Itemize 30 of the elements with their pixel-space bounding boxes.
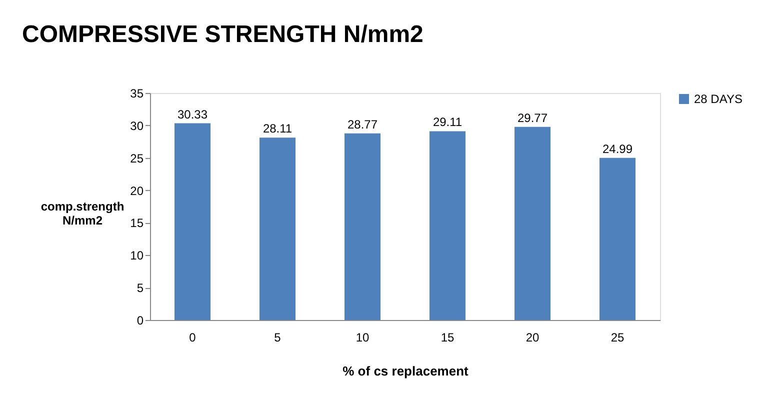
data-label: 24.99: [602, 142, 633, 156]
bar: [344, 133, 380, 320]
x-tick-label: 0: [189, 330, 196, 344]
y-tick-label: 15: [130, 216, 144, 230]
y-tick-label: 0: [136, 314, 144, 328]
y-tick-label: 10: [130, 248, 144, 263]
bar: [174, 123, 210, 320]
bar: [260, 138, 296, 320]
y-tick-label: 30: [130, 118, 144, 133]
x-tick-label: 15: [440, 330, 454, 344]
y-tick-label: 35: [130, 86, 144, 100]
x-tick-label: 5: [274, 330, 282, 344]
bar: [430, 131, 466, 320]
x-tick-label: 10: [356, 330, 370, 344]
data-label: 29.11: [432, 115, 462, 130]
bar: [514, 126, 550, 320]
data-label: 28.77: [347, 117, 378, 132]
y-axis-title: comp.strength N/mm2: [40, 200, 124, 228]
data-label: 28.11: [262, 122, 292, 136]
x-tick-label: 25: [610, 330, 624, 344]
data-label: 30.33: [177, 107, 208, 122]
chart-title: COMPRESSIVE STRENGTH N/mm2: [22, 21, 424, 48]
y-tick-label: 5: [136, 281, 144, 296]
bar: [600, 158, 636, 320]
legend-label: 28 DAYS: [694, 92, 742, 106]
y-tick-label: 20: [130, 184, 144, 198]
data-label: 29.77: [517, 110, 548, 125]
x-axis-title: % of cs replacement: [342, 364, 470, 378]
x-tick-label: 20: [526, 330, 540, 344]
y-tick-label: 25: [130, 151, 144, 166]
